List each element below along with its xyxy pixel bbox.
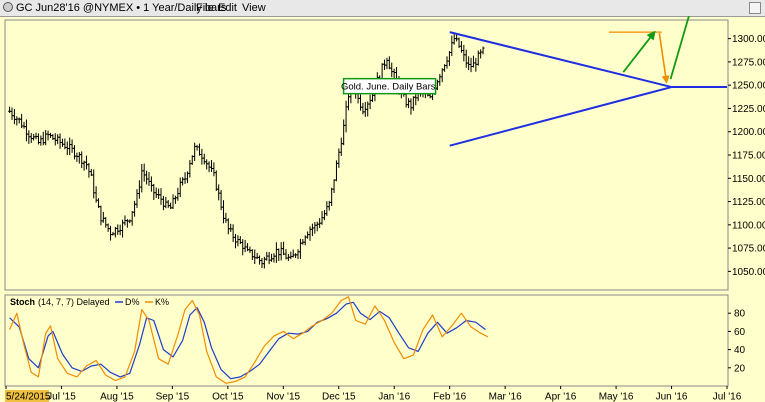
x-tick-label: Jan '16 <box>378 392 410 402</box>
stoch-y-tick-label: 80 <box>734 309 746 320</box>
price-y-tick-label: 1200.00 <box>732 127 765 138</box>
settings-icon[interactable] <box>3 2 13 12</box>
x-tick-label: May '16 <box>599 392 634 402</box>
trendline <box>449 86 672 147</box>
stoch-y-tick-label: 20 <box>734 363 746 374</box>
price-panel <box>4 19 729 291</box>
chart-area: 1050.00 1075.00 1100.00 1125.00 1150.00 1175.… <box>4 16 765 402</box>
trendline <box>449 31 672 89</box>
price-y-tick-label: 1150.00 <box>732 174 765 185</box>
green-up-arrow-1 <box>622 30 656 73</box>
stoch-legend-name: Stoch <box>10 297 35 307</box>
x-tick-label: Sep '15 <box>156 392 190 402</box>
window-title: GC Jun28'16 @NYMEX • 1 Year/Daily bars <box>16 2 227 14</box>
menu-edit[interactable]: Edit <box>218 2 237 14</box>
x-start-highlight <box>5 390 49 402</box>
price-y-tick-label: 1175.00 <box>732 151 765 162</box>
orange-down-arrow <box>658 32 670 84</box>
price-y-tick-label: 1275.00 <box>732 57 765 68</box>
stoch-k-line <box>9 296 489 384</box>
x-tick-label: Nov '15 <box>267 392 301 402</box>
annotation-label: Gold. June. Daily Bars. <box>341 82 438 93</box>
x-tick-label: 5/24/2015 <box>6 392 51 402</box>
stoch-panel <box>4 294 729 387</box>
stoch-legend-params: (14, 7, 7) Delayed <box>38 297 110 307</box>
price-y-tick-label: 1100.00 <box>732 220 765 231</box>
menu-file[interactable]: File <box>196 2 214 14</box>
x-tick-label: Feb '16 <box>433 392 466 402</box>
stoch-d-line <box>9 301 486 380</box>
menu-view[interactable]: View <box>242 2 266 14</box>
title-bar: GC Jun28'16 @NYMEX • 1 Year/Daily bars F… <box>0 0 765 17</box>
price-bar <box>481 46 485 55</box>
stoch-y-tick-label: 60 <box>734 327 746 338</box>
price-y-tick-label: 1125.00 <box>732 197 765 208</box>
price-bars <box>8 33 485 269</box>
legend-d-label: D% <box>125 297 140 307</box>
x-tick-label: Jun '16 <box>656 392 688 402</box>
x-tick-label: Dec '15 <box>322 392 356 402</box>
legend-k-label: K% <box>155 297 169 307</box>
stoch-y-tick-label: 40 <box>734 345 746 356</box>
x-tick-label: Jul '16 <box>713 392 742 402</box>
green-up-arrow-2 <box>669 16 690 80</box>
annotation-box <box>342 77 437 95</box>
x-tick-label: Mar '16 <box>489 392 522 402</box>
price-y-tick-label: 1075.00 <box>732 244 765 255</box>
x-tick-label: Oct '15 <box>212 392 244 402</box>
x-tick-label: Jul '15 <box>47 392 76 402</box>
x-tick-label: Aug '15 <box>100 392 134 402</box>
window-close-icon[interactable] <box>749 2 761 14</box>
x-tick-label: Apr '16 <box>545 392 577 402</box>
price-y-tick-label: 1225.00 <box>732 104 765 115</box>
price-y-tick-label: 1250.00 <box>732 81 765 92</box>
price-y-tick-label: 1050.00 <box>732 267 765 278</box>
price-y-tick-label: 1300.00 <box>732 34 765 45</box>
